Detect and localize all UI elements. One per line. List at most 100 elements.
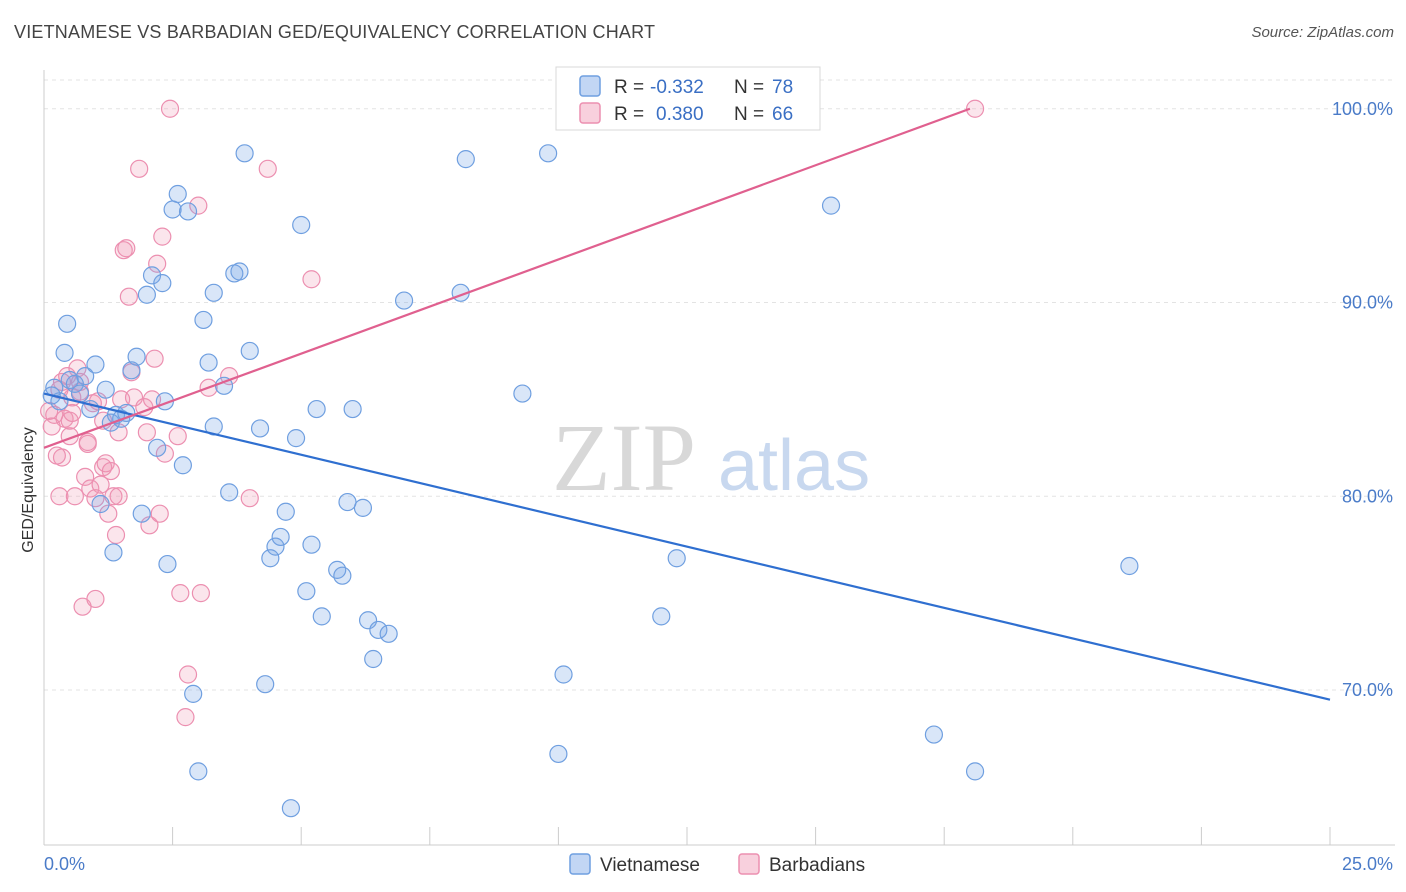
- y-tick-label-80: 80.0%: [1342, 486, 1393, 506]
- trend-line-barbadians: [43, 107, 971, 449]
- point-vietnamese-21: [153, 274, 172, 293]
- trend-line-vietnamese: [43, 392, 1331, 701]
- legend-r-value-1: -0.332: [650, 77, 704, 98]
- point-vietnamese-36: [230, 262, 249, 281]
- legend-n-label-1: N =: [734, 77, 764, 98]
- point-vietnamese-18: [137, 285, 156, 304]
- point-barbadians-3: [50, 487, 69, 506]
- point-barbadians-14: [76, 467, 95, 486]
- point-vietnamese-30: [199, 353, 218, 372]
- point-vietnamese-24: [168, 184, 187, 204]
- point-vietnamese-43: [271, 527, 290, 547]
- point-vietnamese-41: [261, 549, 280, 568]
- point-vietnamese-68: [652, 607, 671, 626]
- y-axis-label: GED/Equivalency: [20, 427, 37, 552]
- point-vietnamese-42: [266, 537, 285, 556]
- point-vietnamese-64: [513, 384, 532, 403]
- point-vietnamese-2: [55, 343, 74, 362]
- point-barbadians-48: [191, 584, 210, 603]
- point-barbadians-41: [153, 227, 172, 246]
- point-vietnamese-51: [312, 607, 331, 626]
- watermark-atlas: atlas: [718, 426, 870, 506]
- point-vietnamese-29: [194, 310, 213, 330]
- legend-r-label-2: R =: [614, 104, 644, 125]
- point-vietnamese-9: [91, 494, 110, 514]
- point-vietnamese-65: [539, 144, 558, 163]
- point-barbadians-9: [63, 403, 82, 423]
- point-barbadians-40: [150, 504, 169, 523]
- point-barbadians-53: [302, 270, 321, 289]
- correlation-legend: R = -0.332 N = 78 R = 0.380 N = 66: [555, 66, 821, 131]
- point-barbadians-27: [109, 423, 128, 442]
- point-vietnamese-15: [122, 361, 141, 380]
- point-vietnamese-49: [302, 535, 321, 554]
- legend-n-label-2: N =: [734, 104, 764, 125]
- point-vietnamese-39: [250, 419, 270, 438]
- point-barbadians-47: [189, 196, 208, 215]
- point-barbadians-34: [130, 159, 149, 178]
- point-vietnamese-17: [132, 504, 151, 523]
- legend-r-value-2: 0.380: [656, 104, 704, 125]
- point-barbadians-45: [176, 708, 195, 727]
- point-vietnamese-5: [70, 384, 90, 403]
- point-vietnamese-61: [394, 291, 414, 310]
- point-vietnamese-25: [173, 456, 192, 475]
- trend-lines: [43, 107, 1331, 701]
- point-barbadians-58: [42, 417, 61, 436]
- y-tick-labels: 70.0% 80.0% 90.0% 100.0%: [1332, 99, 1393, 700]
- point-barbadians-20: [91, 475, 110, 494]
- point-vietnamese-20: [148, 438, 167, 457]
- point-barbadians-54: [965, 99, 985, 118]
- point-vietnamese-27: [184, 684, 203, 703]
- point-barbadians-60: [86, 489, 105, 508]
- point-barbadians-10: [65, 487, 84, 506]
- y-tick-label-100: 100.0%: [1332, 99, 1393, 119]
- point-vietnamese-53: [333, 566, 352, 585]
- point-vietnamese-34: [220, 483, 239, 502]
- point-barbadians-23: [99, 504, 118, 523]
- point-vietnamese-71: [924, 725, 944, 744]
- point-barbadians-44: [168, 427, 187, 446]
- x-tick-labels: 0.0% 25.0%: [44, 854, 1393, 874]
- watermark-zip: ZIP: [552, 404, 696, 511]
- x-tick-label-max: 25.0%: [1342, 854, 1393, 874]
- point-barbadians-64: [109, 487, 128, 506]
- legend-swatch-vietnamese: [579, 75, 601, 97]
- point-vietnamese-63: [456, 150, 475, 169]
- point-vietnamese-16: [127, 347, 146, 366]
- point-barbadians-31: [119, 287, 138, 306]
- point-barbadians-18: [86, 589, 105, 609]
- y-tick-label-90: 90.0%: [1342, 293, 1393, 313]
- point-vietnamese-38: [240, 341, 259, 361]
- point-barbadians-39: [148, 254, 167, 273]
- point-vietnamese-26: [178, 202, 198, 221]
- point-barbadians-52: [258, 159, 277, 178]
- watermark: ZIP atlas: [552, 404, 870, 511]
- point-barbadians-30: [117, 239, 136, 258]
- point-vietnamese-23: [163, 200, 182, 219]
- point-vietnamese-6: [76, 367, 95, 386]
- point-vietnamese-56: [353, 498, 373, 517]
- point-vietnamese-22: [158, 554, 177, 574]
- legend-n-value-2: 66: [772, 104, 793, 125]
- point-vietnamese-52: [328, 560, 347, 579]
- point-vietnamese-67: [554, 665, 573, 684]
- grid-lines: [44, 79, 1395, 691]
- point-vietnamese-60: [379, 624, 398, 643]
- point-vietnamese-55: [343, 399, 362, 419]
- point-vietnamese-45: [281, 799, 301, 818]
- legend-swatch-bottom-vietnamese: [569, 853, 591, 875]
- legend-swatch-bottom-barbadians: [738, 853, 760, 875]
- legend-r-label-1: R =: [614, 77, 644, 98]
- point-barbadians-43: [160, 99, 180, 118]
- point-barbadians-36: [137, 423, 156, 442]
- series-legend: Vietnamese Barbadians: [569, 853, 865, 876]
- legend-swatch-barbadians: [579, 102, 601, 124]
- point-vietnamese-54: [338, 492, 357, 512]
- chart-title: VIETNAMESE VS BARBADIAN GED/EQUIVALENCY …: [14, 22, 656, 42]
- point-vietnamese-40: [256, 675, 275, 694]
- legend-label-barbadians: Barbadians: [769, 855, 865, 876]
- point-vietnamese-59: [369, 620, 388, 640]
- point-vietnamese-48: [297, 582, 316, 601]
